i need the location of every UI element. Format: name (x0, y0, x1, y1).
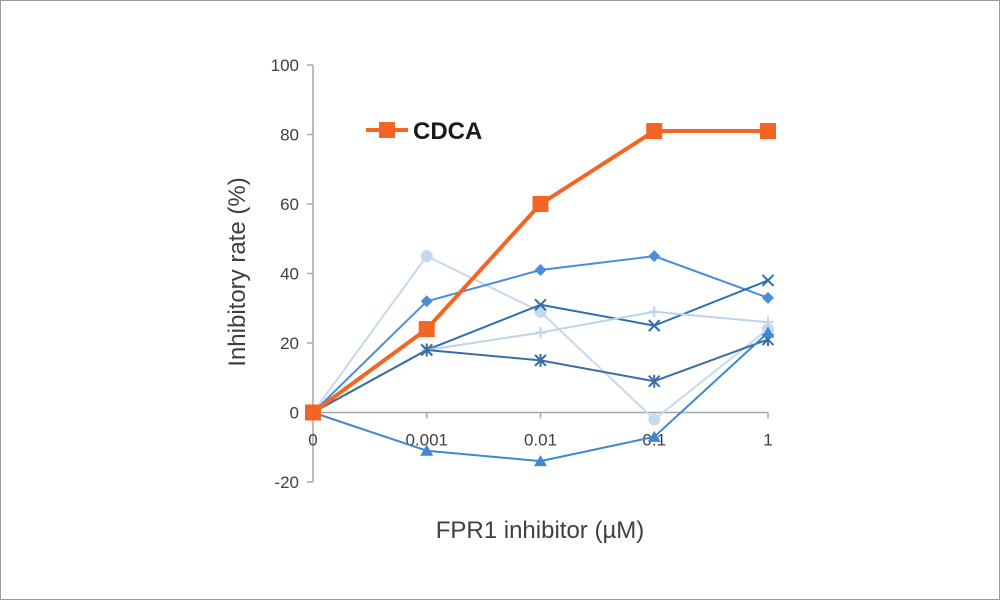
series-plus-point (535, 327, 546, 339)
series-diamond-point (648, 250, 661, 263)
x-tick-label: 1 (763, 431, 772, 450)
x-tick-label: 0.01 (524, 431, 557, 450)
series-series-triangle (306, 326, 775, 467)
cdca-point (760, 123, 776, 140)
series-star-point (420, 343, 433, 357)
legend-cdca-label: CDCA (413, 118, 482, 145)
series-star-point (648, 374, 661, 388)
series-light-circle-point (648, 413, 661, 426)
series-diamond-point (534, 264, 547, 277)
y-tick-label: 100 (271, 56, 299, 75)
series-triangle-point (761, 326, 775, 338)
legend: CDCA (366, 118, 482, 145)
series-plus-point (648, 306, 660, 318)
x-tick-label: 0 (308, 431, 317, 450)
series-star-point (534, 353, 547, 367)
series-series-star (306, 333, 775, 419)
cdca-point (646, 123, 663, 140)
y-tick-label: 20 (280, 334, 299, 353)
cdca-point (418, 321, 435, 338)
series-series-x (306, 274, 775, 419)
series-triangle-point (647, 430, 661, 442)
x-axis-title: FPR1 inhibitor (µM) (436, 517, 645, 544)
series-cdca (305, 123, 776, 421)
series-layer (305, 123, 776, 467)
y-tick-label: 40 (280, 265, 299, 284)
x-tick-label: 0.001 (405, 431, 448, 450)
legend-cdca-marker (379, 122, 395, 138)
cdca-point (305, 404, 321, 421)
y-tick-label: 80 (280, 126, 299, 145)
series-plus-point (762, 316, 774, 328)
series-diamond-point (762, 291, 774, 304)
y-tick-label: 60 (280, 195, 299, 214)
series-light-circle-point (534, 305, 547, 318)
series-triangle-point (420, 444, 434, 456)
series-x-point (648, 319, 661, 332)
series-star-line (312, 338, 769, 414)
y-tick-label: -20 (274, 473, 299, 492)
series-x-point (534, 298, 547, 311)
y-axis-title: Inhibitory rate (%) (224, 177, 251, 366)
y-tick-label: 0 (290, 404, 299, 423)
series-light-circle-point (420, 250, 433, 263)
series-x-point (761, 274, 775, 287)
series-diamond-point (420, 295, 433, 308)
series-triangle-point (534, 455, 547, 467)
cdca-point (532, 196, 549, 212)
